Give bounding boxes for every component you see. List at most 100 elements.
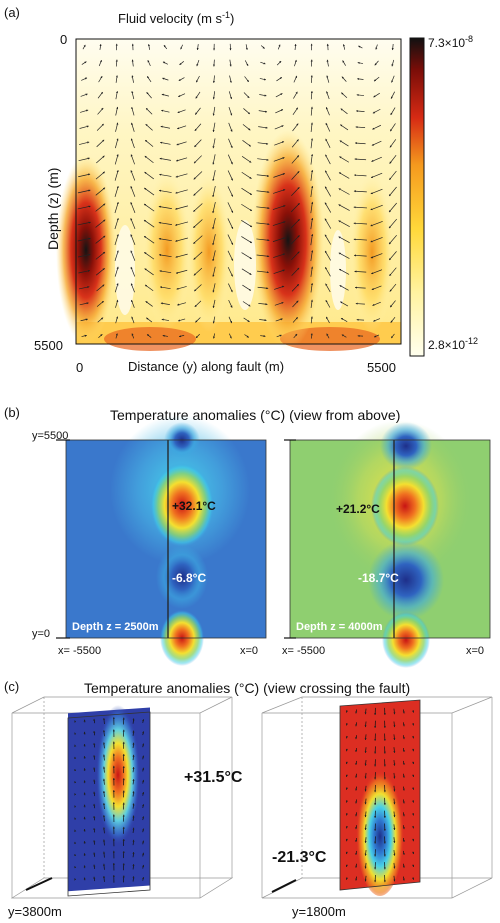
velocity-arrow (256, 238, 270, 242)
velocity-arrow (241, 187, 252, 196)
velocity-arrow (146, 76, 152, 83)
velocity-arrow (294, 43, 297, 51)
velocity-arrow (310, 217, 314, 230)
velocity-arrow (114, 201, 119, 214)
velocity-arrow (142, 767, 145, 772)
velocity-arrow (345, 748, 348, 752)
velocity-x-axis-label: Distance (y) along fault (m) (128, 359, 284, 374)
velocity-arrow (371, 156, 382, 162)
velocity-arrow (364, 785, 367, 792)
velocity-arrow (132, 742, 135, 749)
velocity-arrow (364, 772, 367, 779)
left-section-value: +31.5°C (184, 769, 243, 786)
velocity-arrow (391, 43, 394, 51)
velocity-arrow (131, 91, 135, 100)
velocity-arrow (115, 138, 119, 149)
velocity-arrow (227, 154, 233, 165)
velocity-arrow (95, 171, 105, 180)
velocity-arrow (93, 730, 96, 736)
velocity-arrow (160, 125, 171, 129)
velocity-arrow (310, 154, 314, 165)
velocity-arrow (160, 302, 170, 305)
velocity-arrow (212, 218, 216, 230)
velocity-arrow (272, 237, 286, 242)
velocity-arrow (364, 875, 367, 882)
velocity-arrow (412, 761, 415, 765)
velocity-arrow (277, 44, 281, 50)
velocity-arrow (257, 158, 269, 161)
velocity-arrow (345, 761, 348, 765)
velocity-arrow (194, 107, 201, 115)
velocity-arrow (163, 44, 168, 50)
velocity-arrow (375, 44, 378, 50)
velocity-arrow (193, 267, 203, 276)
right-section-y-label: y=1800m (292, 904, 346, 919)
velocity-arrow (339, 285, 349, 291)
velocity-arrow (293, 333, 298, 339)
velocity-arrow (196, 59, 200, 67)
velocity-arrow (258, 110, 268, 113)
velocity-arrow (345, 813, 348, 816)
velocity-arrow (142, 852, 145, 857)
velocity-arrow (354, 174, 367, 177)
velocity-arrow (353, 254, 367, 257)
velocity-arrow (310, 299, 313, 308)
velocity-arrow (102, 778, 106, 785)
velocity-arrow (338, 172, 350, 179)
velocity-arrow (115, 333, 118, 339)
velocity-arrow (144, 252, 155, 260)
velocity-arrow (364, 798, 367, 805)
velocity-arrow (158, 189, 172, 193)
velocity-arrow (228, 283, 233, 293)
velocity-arrow (291, 186, 300, 197)
velocity-arrow (131, 299, 135, 308)
velocity-arrow (77, 253, 91, 258)
velocity-arrows (77, 43, 398, 339)
velocity-arrow (145, 123, 153, 131)
velocity-arrow (229, 59, 232, 67)
velocity-arrow (310, 266, 314, 277)
velocity-arrow (393, 721, 396, 728)
velocity-arrow (364, 862, 367, 869)
velocity-arrow (275, 318, 283, 322)
velocity-arrow (402, 773, 405, 778)
velocity-arrow (389, 123, 396, 132)
velocity-arrow (374, 334, 380, 338)
velocity-arrow (193, 235, 203, 244)
velocity-arrow (338, 252, 350, 259)
velocity-arrow (193, 219, 203, 228)
velocity-arrow (193, 251, 203, 260)
velocity-arrow (341, 76, 347, 82)
velocity-arrow (412, 877, 415, 880)
velocity-arrow (353, 222, 368, 225)
velocity-arrow (93, 852, 96, 857)
velocity-arrow (291, 139, 299, 148)
velocity-arrow (130, 283, 135, 293)
velocity-arrow (159, 157, 172, 161)
velocity-arrow (77, 237, 91, 242)
velocity-arrow (96, 123, 104, 131)
velocity-arrow (242, 301, 251, 307)
velocity-arrow (241, 220, 253, 228)
velocity-arrow (83, 865, 86, 869)
velocity-arrow (193, 203, 203, 212)
velocity-arrow (244, 76, 249, 83)
velocity-arrow (159, 270, 172, 274)
velocity-arrow (144, 268, 154, 276)
velocity-arrow (290, 219, 300, 229)
velocity-arrow (356, 109, 365, 113)
velocity-arrow (229, 75, 232, 83)
colorbar-min-label: 2.8×10-12 (428, 336, 478, 352)
velocity-arrow (341, 334, 347, 338)
velocity-arrow (388, 251, 397, 261)
velocity-arrow (195, 317, 201, 323)
velocity-arrow (356, 93, 365, 97)
velocity-arrow (176, 125, 187, 130)
velocity-arrow (143, 203, 155, 212)
velocity-arrow (355, 812, 358, 817)
velocity-arrow (374, 60, 379, 66)
colorbar-max-label: 7.3×10-8 (428, 34, 473, 50)
velocity-arrow (393, 708, 396, 715)
velocity-arrow (83, 816, 86, 820)
velocity-arrow (115, 75, 118, 83)
